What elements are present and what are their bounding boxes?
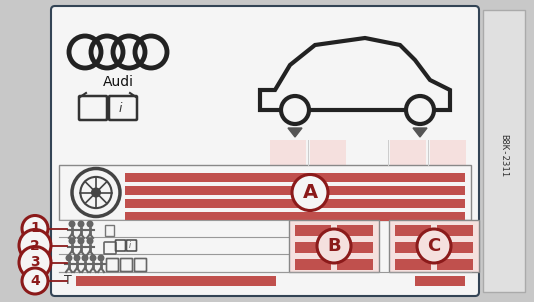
Bar xyxy=(395,242,431,253)
Circle shape xyxy=(22,216,48,242)
Bar xyxy=(270,140,306,165)
Text: B8K-2311: B8K-2311 xyxy=(499,134,508,178)
Bar xyxy=(415,276,465,286)
Circle shape xyxy=(281,96,309,124)
Text: 1: 1 xyxy=(30,221,40,236)
Bar xyxy=(430,140,466,165)
FancyBboxPatch shape xyxy=(483,10,525,292)
Circle shape xyxy=(90,255,97,262)
Circle shape xyxy=(406,96,434,124)
Bar xyxy=(76,276,276,286)
FancyBboxPatch shape xyxy=(51,6,479,296)
Circle shape xyxy=(98,255,105,262)
Bar xyxy=(437,259,473,270)
Text: 4: 4 xyxy=(30,274,40,288)
Bar xyxy=(337,225,373,236)
Bar xyxy=(337,242,373,253)
Bar xyxy=(59,165,471,220)
Text: 3: 3 xyxy=(30,255,40,269)
Bar xyxy=(125,186,465,195)
Text: 2: 2 xyxy=(30,239,40,252)
Circle shape xyxy=(87,220,93,227)
Circle shape xyxy=(92,188,100,197)
Bar xyxy=(125,199,465,208)
Circle shape xyxy=(66,255,73,262)
Bar xyxy=(125,173,465,182)
Bar xyxy=(289,220,379,272)
Bar xyxy=(389,220,479,272)
Bar xyxy=(395,259,431,270)
Circle shape xyxy=(19,246,51,278)
Bar xyxy=(105,225,114,236)
Bar xyxy=(437,242,473,253)
Circle shape xyxy=(292,175,328,210)
Bar xyxy=(125,212,465,221)
Bar xyxy=(295,225,331,236)
Circle shape xyxy=(74,255,81,262)
Bar xyxy=(390,140,426,165)
Circle shape xyxy=(87,237,93,245)
Text: B: B xyxy=(327,237,341,255)
FancyBboxPatch shape xyxy=(59,14,471,142)
Bar xyxy=(395,225,431,236)
Circle shape xyxy=(77,237,84,245)
Circle shape xyxy=(68,220,75,227)
Text: i: i xyxy=(129,242,131,250)
Circle shape xyxy=(22,268,48,294)
Bar xyxy=(337,259,373,270)
Bar xyxy=(437,225,473,236)
Text: i: i xyxy=(118,102,122,115)
Circle shape xyxy=(317,229,351,263)
FancyBboxPatch shape xyxy=(79,96,107,120)
Circle shape xyxy=(68,237,75,245)
Bar xyxy=(310,140,346,165)
Polygon shape xyxy=(288,128,302,137)
Text: A: A xyxy=(302,183,318,202)
Circle shape xyxy=(77,220,84,227)
FancyBboxPatch shape xyxy=(109,96,137,120)
Bar xyxy=(295,242,331,253)
Bar xyxy=(295,259,331,270)
Text: C: C xyxy=(427,237,441,255)
Text: Audi: Audi xyxy=(103,75,134,89)
Bar xyxy=(59,220,289,272)
Circle shape xyxy=(19,230,51,262)
Circle shape xyxy=(417,229,451,263)
Text: T: T xyxy=(64,275,72,288)
Polygon shape xyxy=(413,128,427,137)
Circle shape xyxy=(82,255,89,262)
